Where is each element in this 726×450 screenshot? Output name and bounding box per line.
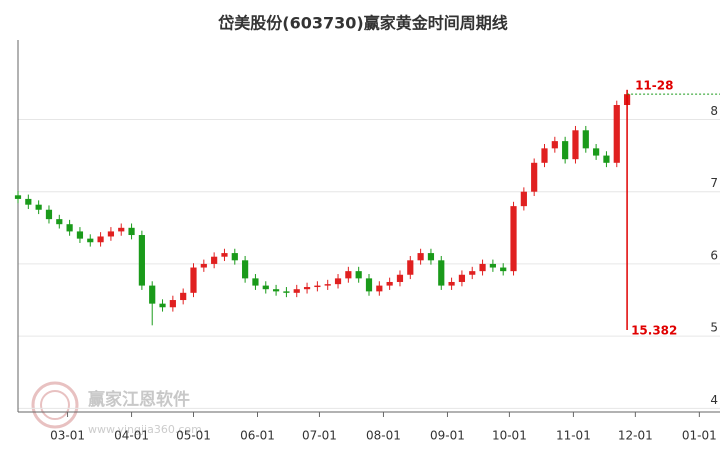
watermark-logo — [31, 381, 79, 429]
candle-body — [489, 263, 496, 268]
candle-body — [190, 267, 197, 293]
x-tick-label: 09-01 — [430, 429, 465, 443]
x-tick-label: 07-01 — [302, 429, 337, 443]
candle-body — [376, 285, 383, 292]
candle-body — [386, 281, 393, 286]
candle-body — [458, 274, 466, 282]
candle-body — [76, 231, 84, 239]
candle-body — [221, 253, 228, 257]
watermark-url: www.yingjia360.com — [88, 423, 202, 436]
candle-body — [87, 238, 94, 243]
x-tick-label: 10-01 — [492, 429, 527, 443]
candle-body — [138, 235, 145, 286]
candle-body — [345, 271, 352, 279]
candle-body — [242, 260, 249, 279]
candle-body — [417, 253, 424, 261]
candle-body — [469, 271, 476, 275]
candle-body — [128, 227, 135, 236]
candle-body — [159, 303, 166, 308]
candle-body — [262, 285, 269, 290]
x-tick-label: 04-01 — [114, 429, 149, 443]
y-tick-label: 6 — [710, 248, 718, 262]
candle-body — [97, 236, 104, 243]
y-tick-label: 8 — [710, 104, 718, 118]
candle-body — [500, 267, 507, 272]
candle-body — [56, 219, 63, 225]
y-tick-label: 7 — [710, 176, 718, 190]
candle-body — [314, 285, 321, 288]
candle-body — [582, 130, 589, 149]
x-tick-label: 11-01 — [556, 429, 591, 443]
candle-body — [593, 148, 600, 156]
candle-body — [613, 105, 620, 163]
candle-body — [118, 227, 125, 232]
candle-body — [211, 256, 218, 264]
x-tick-label: 05-01 — [176, 429, 211, 443]
x-tick-label: 06-01 — [240, 429, 275, 443]
candle-body — [324, 284, 331, 286]
x-tick-label: 03-01 — [50, 429, 85, 443]
candle-body — [448, 281, 455, 286]
y-tick-label: 5 — [710, 321, 718, 335]
y-tick-label: 4 — [710, 393, 718, 407]
candle-body — [25, 198, 32, 205]
candle-body — [551, 141, 558, 149]
value-annotation: 15.382 — [631, 324, 677, 338]
candle-body — [562, 141, 569, 160]
candle-body — [334, 278, 342, 285]
candle-body — [283, 291, 290, 293]
x-tick-label: 01-01 — [682, 429, 717, 443]
candle-body — [35, 204, 42, 210]
candle-body — [303, 287, 311, 290]
x-tick-label: 12-01 — [618, 429, 653, 443]
candle-body — [355, 271, 362, 279]
candle-body — [572, 130, 579, 160]
candle-body — [66, 224, 73, 232]
x-tick-label: 08-01 — [366, 429, 401, 443]
candle-body — [14, 195, 22, 199]
candle-body — [200, 263, 207, 268]
candle-body — [531, 162, 538, 192]
candle-body — [365, 278, 373, 292]
candle-body — [407, 260, 414, 275]
candle-body — [252, 278, 259, 286]
chart-title: 岱美股份(603730)赢家黄金时间周期线 — [217, 14, 507, 33]
candle-body — [272, 289, 280, 292]
candle-body — [396, 274, 404, 282]
date-annotation: 11-28 — [635, 78, 673, 92]
candle-body — [520, 191, 527, 207]
watermark: 赢家江恩软件 — [88, 389, 190, 410]
candle-body — [231, 253, 238, 261]
candle-body — [510, 206, 517, 272]
candle-body — [603, 155, 610, 163]
candle-body — [180, 292, 187, 301]
candle-body — [479, 263, 486, 272]
candle-body — [293, 289, 300, 293]
candle-body — [107, 231, 115, 237]
candle-body — [541, 148, 548, 163]
candle-body — [169, 300, 176, 308]
candle-body — [45, 209, 53, 220]
candle-body — [438, 260, 445, 286]
candle-body — [427, 253, 435, 261]
candle-body — [149, 285, 156, 304]
